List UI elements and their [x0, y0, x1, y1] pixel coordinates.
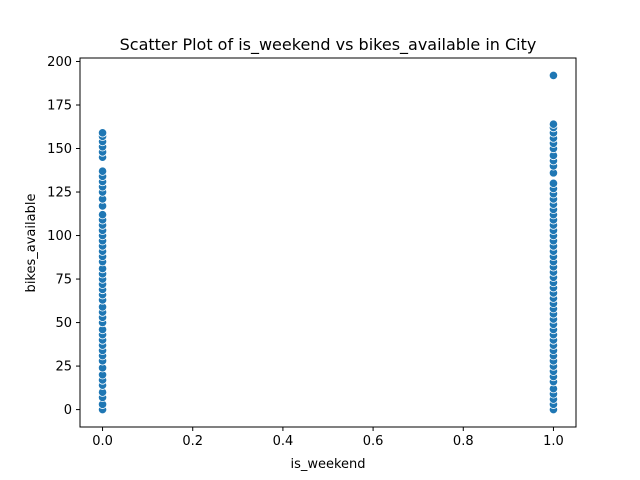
x-tick-label: 0.6 [363, 434, 384, 449]
y-tick-label: 75 [55, 273, 72, 288]
y-tick-label: 150 [47, 142, 72, 157]
x-tick-label: 0.2 [182, 434, 203, 449]
data-point [548, 119, 559, 129]
x-tick-label: 1.0 [543, 434, 564, 449]
x-tick-label: 0.0 [92, 434, 113, 449]
y-tick-label: 125 [47, 186, 72, 201]
y-tick-label: 200 [47, 55, 72, 70]
y-tick-label: 100 [47, 229, 72, 244]
plot-frame [79, 57, 577, 428]
x-axis-label: is_weekend [290, 457, 365, 472]
data-point [97, 128, 108, 138]
y-tick-label: 0 [64, 403, 72, 418]
y-tick-label: 25 [55, 360, 72, 375]
y-tick-label: 175 [47, 98, 72, 113]
x-tick-label: 0.4 [273, 434, 294, 449]
y-tick-label: 50 [55, 316, 72, 331]
data-point [548, 70, 559, 81]
y-axis-label: bikes_available [24, 194, 39, 293]
data-point [97, 166, 108, 176]
data-point [548, 178, 559, 188]
x-tick-label: 0.8 [453, 434, 474, 449]
chart-title: Scatter Plot of is_weekend vs bikes_avai… [120, 35, 537, 55]
x-axis-ticks: 0.0 0.2 0.4 0.6 0.8 1.0 [92, 427, 564, 449]
points-layer [97, 70, 559, 415]
data-point [97, 210, 108, 220]
y-axis-ticks: 0 25 50 75 100 125 150 175 200 [47, 55, 80, 418]
